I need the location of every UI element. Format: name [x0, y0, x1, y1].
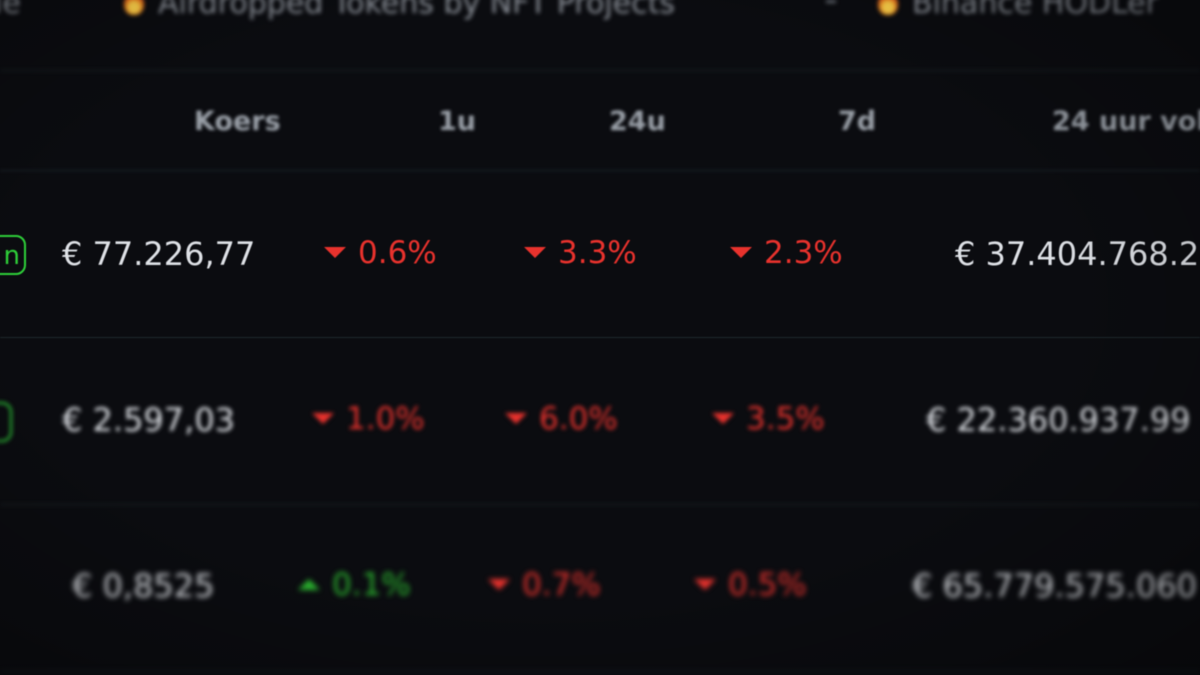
column-header-1h[interactable]: 1u — [438, 106, 477, 137]
change-1h-value: 0.6% — [358, 235, 437, 271]
column-header-7d[interactable]: 7d — [838, 106, 877, 137]
change-24h-value: 0.7% — [522, 567, 601, 603]
category-tab-binance-hodler[interactable]: Binance HODLer — [878, 0, 1158, 21]
buy-chip[interactable]: n — [0, 235, 26, 275]
down-triangle-icon — [505, 413, 527, 424]
change-24h-cell: 6.0% — [505, 401, 618, 437]
category-separator — [826, 0, 836, 3]
change-1h-value: 0.1% — [332, 567, 411, 603]
down-triangle-icon — [712, 413, 734, 424]
column-header-price[interactable]: Koers — [194, 106, 281, 137]
down-triangle-icon — [324, 247, 346, 258]
up-triangle-icon — [298, 579, 320, 590]
volume-cell: € 65.779.575.060 — [912, 567, 1197, 605]
change-7d-value: 0.5% — [728, 567, 807, 603]
down-triangle-icon — [312, 413, 334, 424]
category-tab-partial[interactable]: le — [0, 0, 21, 21]
change-7d-cell: 3.5% — [712, 401, 825, 437]
table-row[interactable]: n € 77.226,77 0.6% 3.3% 2.3% € 37.404.76… — [0, 171, 1200, 338]
buy-chip[interactable] — [0, 402, 12, 442]
change-1h-cell: 0.6% — [324, 235, 437, 271]
change-1h-cell: 1.0% — [312, 401, 425, 437]
change-7d-cell: 2.3% — [730, 235, 843, 271]
volume-cell: € 22.360.937.99 — [926, 401, 1191, 439]
change-7d-value: 2.3% — [764, 235, 843, 271]
price-cell: € 77.226,77 — [62, 235, 256, 273]
change-24h-value: 6.0% — [539, 401, 618, 437]
change-1h-cell: 0.1% — [298, 567, 411, 603]
change-24h-cell: 0.7% — [488, 567, 601, 603]
table-header: Koers 1u 24u 7d 24 uur vol — [0, 70, 1200, 171]
category-tab-label: Binance HODLer — [912, 0, 1159, 21]
table-row[interactable]: € 2.597,03 1.0% 6.0% 3.5% € 22.360.937.9… — [0, 338, 1200, 505]
fire-icon — [124, 0, 144, 15]
price-cell: € 0,8525 — [72, 567, 215, 605]
table-row[interactable]: € 0,8525 0.1% 0.7% 0.5% € 65.779.575.060 — [0, 505, 1200, 672]
category-strip: le Airdropped Tokens by NFT Projects Bin… — [0, 0, 1200, 71]
down-triangle-icon — [488, 579, 510, 590]
column-header-24h-volume[interactable]: 24 uur vol — [1052, 106, 1200, 137]
volume-cell: € 37.404.768.2 — [955, 235, 1200, 273]
column-header-24h[interactable]: 24u — [609, 106, 666, 137]
price-cell: € 2.597,03 — [62, 401, 236, 439]
fire-icon — [878, 0, 898, 15]
category-tab-label: Airdropped Tokens by NFT Projects — [158, 0, 676, 21]
down-triangle-icon — [730, 247, 752, 258]
change-7d-cell: 0.5% — [694, 567, 807, 603]
change-1h-value: 1.0% — [346, 401, 425, 437]
down-triangle-icon — [524, 247, 546, 258]
category-tab-airdropped-tokens[interactable]: Airdropped Tokens by NFT Projects — [124, 0, 675, 21]
change-7d-value: 3.5% — [746, 401, 825, 437]
down-triangle-icon — [694, 579, 716, 590]
change-24h-cell: 3.3% — [524, 235, 637, 271]
change-24h-value: 3.3% — [558, 235, 637, 271]
